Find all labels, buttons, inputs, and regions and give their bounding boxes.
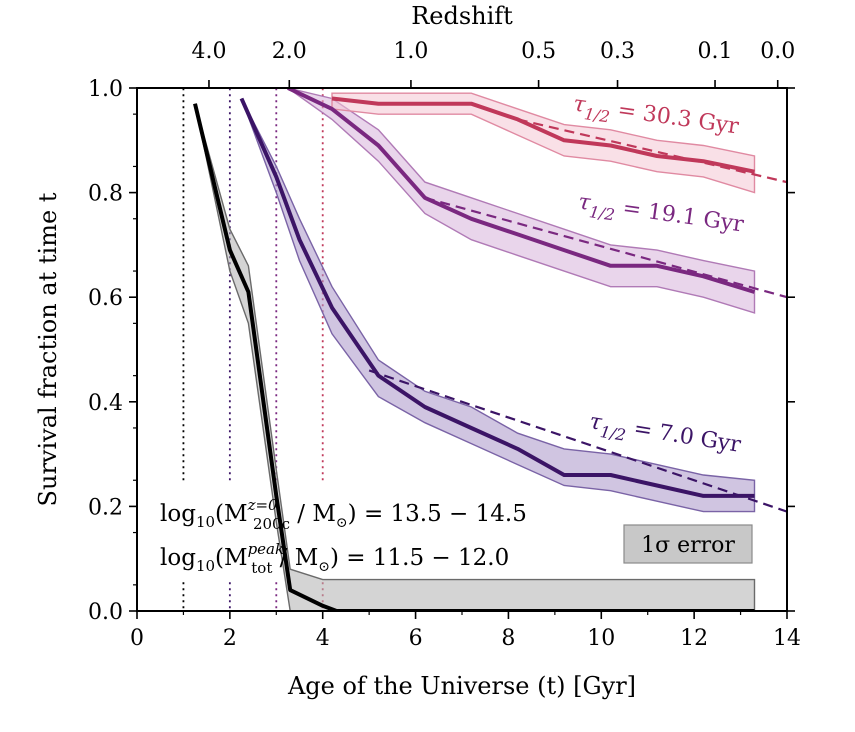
annot-log: log	[160, 545, 196, 571]
tau-symbol: τ	[572, 92, 588, 119]
annot-sun-symbol: ⊙	[336, 515, 348, 531]
annot-range-value: ) = 11.5 − 12.0	[330, 545, 509, 571]
x-tick-label-4: 8	[501, 626, 515, 651]
top-tick-label-0: 4.0	[191, 39, 226, 64]
tau-value: = 30.3	[609, 97, 700, 134]
annot-log-base: 10	[196, 513, 215, 531]
y-axis-title: Survival fraction at time t	[34, 192, 62, 506]
x-tick-label-5: 10	[587, 626, 615, 651]
tau-label-tau_30.3: τ1/2 = 30.3 Gyr	[571, 92, 741, 145]
fit-line-tau_7.0	[368, 369, 787, 513]
top-tick-label-2: 1.0	[393, 39, 428, 64]
tau-unit: Gyr	[702, 207, 746, 237]
annot-divide: / M	[290, 501, 336, 527]
x-tick-label-7: 14	[773, 626, 801, 651]
y-tick-label-1: 0.2	[88, 495, 123, 520]
error-band-tau_30.3	[331, 92, 756, 194]
series-line-tau_19.1	[287, 88, 756, 294]
tau-subscript: 1/2	[588, 202, 616, 224]
y-tick-label-3: 0.6	[88, 286, 123, 311]
annot-mass-superscript: peak	[248, 540, 285, 558]
mass-range-annotation-1: log10(Mpeak tot / M⊙) = 11.5 − 12.0	[160, 540, 509, 577]
legend-label: 1σ error	[641, 533, 735, 558]
legend-swatch-1sigma	[623, 524, 753, 564]
tau-unit: Gyr	[697, 109, 741, 139]
top-axis-title: Redshift	[411, 2, 513, 30]
annot-divide: / M	[272, 545, 318, 571]
x-tick-label-1: 2	[223, 626, 237, 651]
annot-log-base: 10	[196, 557, 215, 575]
x-tick-label-3: 6	[409, 626, 423, 651]
tau-label-tau_19.1: τ1/2 = 19.1 Gyr	[576, 190, 746, 243]
tau-subscript: 1/2	[599, 422, 627, 445]
top-tick-label-6: 0.0	[760, 39, 795, 64]
x-tick-label-0: 0	[130, 626, 144, 651]
mass-range-annotation-0: log10(Mz=0 200c / M⊙) = 13.5 − 14.5	[160, 496, 527, 533]
tau-subscript: 1/2	[583, 104, 611, 126]
y-tick-label-2: 0.4	[88, 391, 123, 416]
y-tick-label-5: 1.0	[88, 77, 123, 102]
series-line-tau_7.0	[239, 97, 755, 498]
tau-value: = 19.1	[614, 195, 705, 232]
top-tick-label-5: 0.1	[698, 39, 733, 64]
top-tick-label-1: 2.0	[272, 39, 307, 64]
y-tick-label-4: 0.8	[88, 182, 123, 207]
x-tick-label-2: 4	[316, 626, 330, 651]
tau-symbol: τ	[577, 190, 593, 217]
annot-sun-symbol: ⊙	[318, 559, 330, 575]
annot-mass-subscript: tot	[251, 559, 272, 577]
fit-line-tau_19.1	[424, 196, 787, 299]
annot-log: log	[160, 501, 196, 527]
annot-range-value: ) = 13.5 − 14.5	[348, 501, 527, 527]
series-line-tau_30.3	[331, 96, 755, 174]
top-tick-label-3: 0.5	[521, 39, 556, 64]
annot-mass-subscript: 200c	[253, 515, 290, 533]
fit-line-tau_30.3	[517, 118, 787, 184]
tau-symbol: τ	[588, 409, 605, 436]
error-band-earliest	[194, 103, 756, 611]
x-axis-title: Age of the Universe (t) [Gyr]	[287, 672, 636, 700]
tau-value: = 7.0	[625, 415, 702, 451]
annot-mass-superscript: z=0	[247, 496, 278, 514]
top-tick-label-4: 0.3	[600, 39, 635, 64]
y-tick-label-0: 0.0	[88, 600, 123, 625]
legend: 1σ error	[623, 524, 753, 564]
tau-unit: Gyr	[699, 427, 743, 458]
x-tick-label-6: 12	[680, 626, 708, 651]
annot-paren: (M	[215, 501, 248, 527]
annot-paren: (M	[215, 545, 248, 571]
